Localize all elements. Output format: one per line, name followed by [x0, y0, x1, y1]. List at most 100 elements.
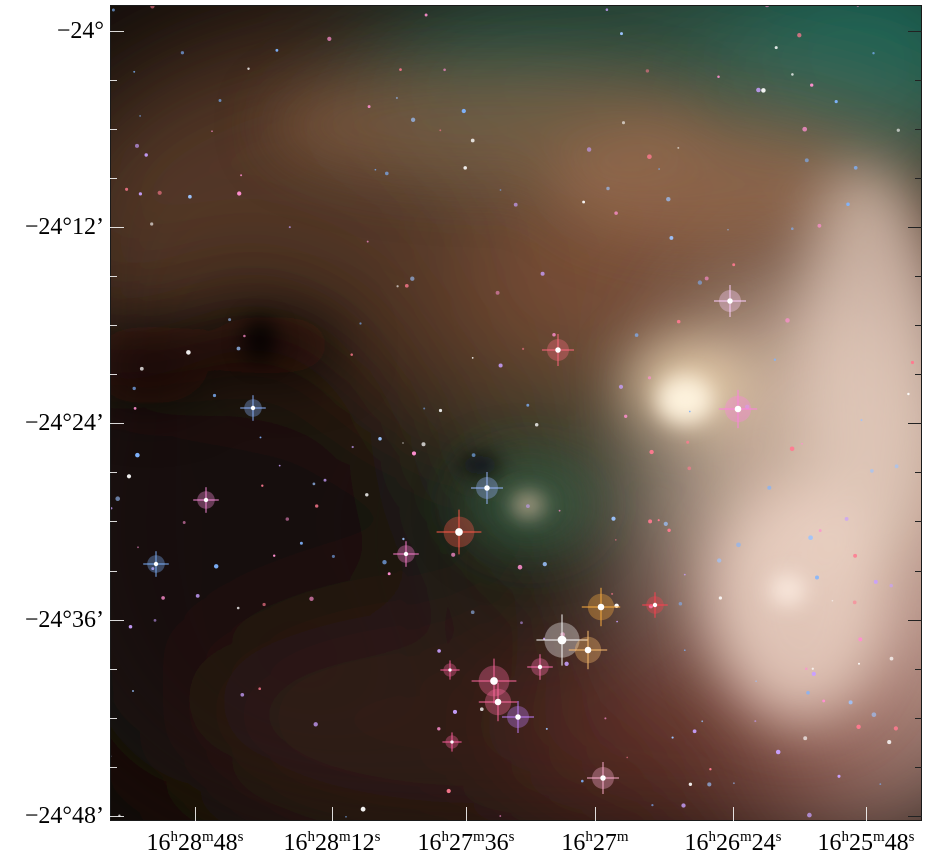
star: [374, 168, 377, 171]
ra-h-unit: h: [841, 829, 849, 845]
star: [870, 469, 874, 473]
axis-tick-mark: [110, 620, 124, 621]
star: [896, 128, 900, 132]
star: [315, 504, 319, 508]
star: [775, 749, 781, 755]
star: [582, 200, 586, 204]
star: [312, 482, 316, 486]
ra-h-value: 16: [684, 830, 709, 856]
star: [288, 226, 291, 229]
star: [614, 211, 618, 215]
star: [195, 594, 200, 598]
star: [767, 485, 772, 490]
star: [831, 599, 834, 602]
declination-tick-label: −24°12’: [24, 214, 104, 240]
star: [446, 788, 451, 794]
star: [791, 227, 794, 230]
star: [811, 667, 814, 670]
star: [676, 319, 681, 324]
star: [150, 222, 154, 226]
axis-tick-mark: [110, 571, 117, 572]
ra-m-value: 27: [592, 830, 617, 856]
star: [671, 736, 674, 739]
star: [658, 168, 660, 170]
star: [421, 442, 426, 447]
ra-m-value: 28: [314, 830, 339, 856]
star: [564, 661, 569, 666]
star: [384, 171, 389, 176]
star: [677, 146, 680, 149]
bright-star: [143, 551, 169, 577]
ra-s-unit: s: [908, 829, 915, 845]
bright-star: [714, 285, 746, 317]
axis-tick-mark: [908, 227, 922, 228]
star: [138, 192, 143, 196]
star: [262, 602, 266, 607]
star: [228, 318, 232, 322]
star: [736, 542, 741, 548]
star: [211, 130, 213, 133]
ra-s-value: 36: [484, 830, 509, 856]
star: [647, 154, 652, 160]
axis-tick-mark: [908, 31, 922, 32]
star: [188, 194, 192, 199]
star: [517, 564, 523, 570]
star: [727, 228, 729, 231]
star: [872, 52, 875, 55]
star: [345, 815, 347, 818]
axis-tick-mark: [915, 767, 922, 768]
axis-tick-mark: [466, 807, 467, 821]
star: [604, 717, 607, 720]
star: [774, 46, 778, 50]
star: [498, 363, 503, 368]
star: [135, 452, 140, 458]
star: [887, 740, 892, 745]
bright-star: [193, 487, 219, 513]
star: [606, 186, 610, 191]
star: [761, 88, 766, 93]
ra-h-value: 16: [561, 830, 586, 856]
star: [681, 803, 686, 808]
star: [797, 33, 802, 38]
right-ascension-tick-label: 16h28m48s: [146, 830, 243, 857]
star: [910, 360, 915, 365]
star: [616, 620, 618, 623]
star: [513, 202, 518, 207]
star: [139, 366, 144, 371]
star: [452, 709, 458, 714]
star: [378, 437, 382, 441]
ra-h-unit: h: [307, 829, 315, 845]
star: [611, 592, 614, 595]
star: [834, 100, 838, 104]
axis-tick-mark: [110, 178, 117, 179]
star: [111, 8, 115, 12]
bright-star: [718, 389, 758, 429]
star: [423, 407, 426, 410]
declination-tick-label: −24°48’: [24, 803, 104, 829]
star: [275, 48, 279, 52]
star: [543, 637, 546, 640]
star: [367, 105, 371, 109]
star: [240, 692, 245, 697]
star: [853, 165, 858, 170]
bright-star: [536, 614, 588, 666]
star: [801, 443, 803, 445]
star: [745, 404, 750, 409]
star: [438, 408, 443, 413]
star: [521, 347, 525, 351]
star-field: [110, 5, 915, 818]
star: [732, 263, 736, 267]
star: [439, 129, 442, 132]
star: [125, 187, 129, 191]
star: [893, 726, 899, 731]
star: [139, 114, 142, 117]
star: [144, 153, 148, 157]
star: [634, 333, 639, 337]
star: [856, 724, 861, 730]
star: [437, 727, 441, 731]
ra-s-value: 48: [884, 830, 909, 856]
ra-h-value: 16: [283, 830, 308, 856]
star: [894, 464, 899, 469]
bright-star: [393, 541, 419, 567]
right-ascension-tick-label: 16h27m: [561, 830, 628, 857]
